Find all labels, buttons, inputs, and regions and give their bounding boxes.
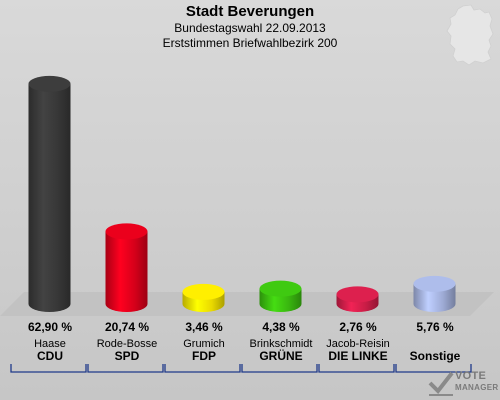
- chart-subtitle-district: Erststimmen Briefwahlbezirk 200: [162, 36, 338, 50]
- vote-manager-logo: VOTE MANAGER: [425, 366, 500, 400]
- party-label: CDU: [37, 349, 63, 363]
- bar-gr-ne: [259, 280, 302, 312]
- party-underline: [10, 364, 472, 373]
- bar-fdp: [182, 283, 225, 312]
- checkmark-icon: [428, 371, 454, 396]
- bar-die-linke: [336, 286, 379, 312]
- percent-label: 4,38 %: [262, 320, 300, 334]
- party-label: FDP: [192, 349, 216, 363]
- candidate-label: Haase: [34, 338, 66, 350]
- party-underline-bracket: [241, 364, 318, 373]
- candidate-label: Brinkschmidt: [249, 338, 313, 350]
- party-label: DIE LINKE: [328, 349, 388, 363]
- party-underline-bracket: [87, 364, 164, 373]
- bar-cdu: [28, 75, 71, 312]
- logo-text-manager: MANAGER: [455, 383, 499, 392]
- chart-header: Stadt Beverungen Bundestagswahl 22.09.20…: [0, 3, 500, 51]
- logo-text-vote: VOTE: [455, 370, 487, 382]
- candidate-label: Jacob-Reisin: [326, 338, 390, 350]
- bar-spd: [105, 223, 148, 312]
- chart-title: Stadt Beverungen: [185, 3, 315, 20]
- party-underline-bracket: [164, 364, 241, 373]
- candidate-label: Grumich: [183, 338, 225, 350]
- party-underline-bracket: [10, 364, 87, 373]
- party-label: GRÜNE: [259, 349, 303, 363]
- germany-map-icon: [446, 4, 494, 66]
- party-underline-bracket: [395, 364, 472, 373]
- percent-label: 5,76 %: [416, 320, 454, 334]
- chart-subtitle-election: Bundestagswahl 22.09.2013: [174, 21, 326, 35]
- percent-label: 20,74 %: [104, 320, 150, 334]
- party-underline-bracket: [318, 364, 395, 373]
- bar-sonstige: [413, 275, 456, 312]
- percent-label: 62,90 %: [27, 320, 73, 334]
- percent-label: 2,76 %: [339, 320, 377, 334]
- candidate-label: Rode-Bosse: [96, 338, 158, 350]
- party-label: SPD: [114, 349, 140, 363]
- party-label: Sonstige: [409, 349, 461, 363]
- percent-label: 3,46 %: [185, 320, 223, 334]
